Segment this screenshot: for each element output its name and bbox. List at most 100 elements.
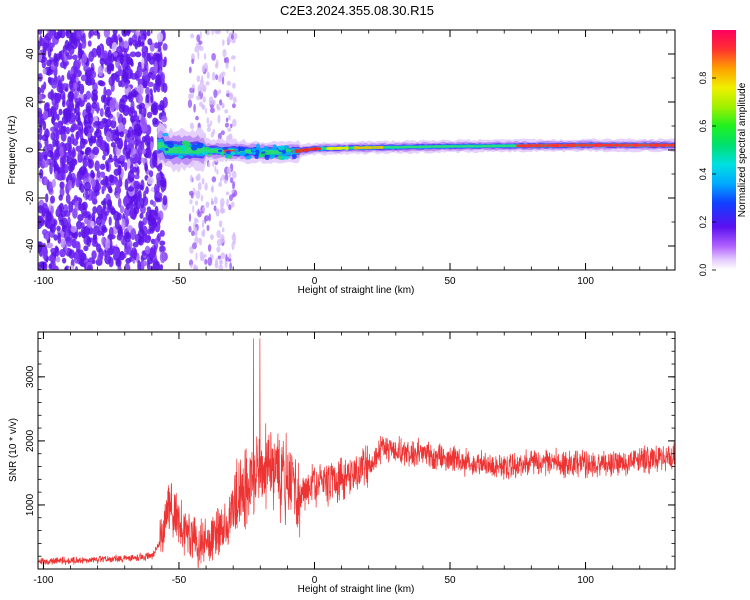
spectrogram-noise-speck bbox=[57, 79, 63, 90]
spectrogram-noise-speck bbox=[42, 252, 48, 260]
spectrogram-noise-speck bbox=[43, 81, 47, 90]
spectrogram-noise-speck bbox=[53, 32, 61, 40]
spectrogram-noise-speck bbox=[137, 35, 142, 47]
spectrogram-noise-speck bbox=[205, 30, 210, 36]
spectrogram-blob bbox=[176, 146, 183, 153]
spectrogram-noise-speck bbox=[54, 246, 60, 257]
spectrogram-noise-speck bbox=[150, 73, 157, 80]
spectrogram-noise-speck bbox=[82, 159, 88, 168]
spectrogram-noise-speck bbox=[227, 127, 232, 132]
spectrogram-peak bbox=[345, 146, 349, 151]
spectrogram-noise-speck bbox=[202, 206, 205, 212]
spectrogram-noise-speck bbox=[56, 225, 61, 232]
spectrogram-noise-speck bbox=[105, 130, 113, 142]
spectrogram-noise-speck bbox=[101, 208, 105, 217]
spectrogram-blob bbox=[278, 145, 286, 151]
spectrogram-noise-speck bbox=[86, 77, 92, 86]
spectrogram-noise-speck bbox=[125, 245, 132, 255]
spectrogram-noise-speck bbox=[94, 160, 100, 172]
spectrogram-noise-speck bbox=[87, 40, 92, 47]
spectrogram-noise-speck bbox=[157, 45, 162, 53]
spectrogram-noise-speck bbox=[59, 187, 65, 197]
spectrogram-noise-speck bbox=[121, 117, 127, 126]
spectrogram-noise-speck bbox=[99, 163, 106, 170]
spectrogram-noise-speck bbox=[46, 59, 52, 67]
spectrogram-noise-speck bbox=[192, 205, 195, 213]
spectrogram-noise-speck bbox=[147, 228, 152, 235]
spectrogram-noise-speck bbox=[139, 102, 145, 109]
spectrogram-noise-speck bbox=[83, 93, 87, 100]
spectrogram-noise-speck bbox=[75, 176, 80, 188]
spectrogram-noise-speck bbox=[136, 69, 143, 78]
spectrogram-noise-speck bbox=[124, 206, 131, 217]
spectrogram-noise-speck bbox=[116, 141, 123, 149]
spectrogram-noise-speck bbox=[116, 45, 124, 55]
spectrogram-noise-speck bbox=[155, 74, 162, 87]
spectrogram-noise-speck bbox=[55, 129, 60, 141]
spectrogram-noise-speck bbox=[69, 151, 75, 160]
spectrogram-noise-speck bbox=[215, 30, 220, 35]
spectrogram-y-tick-label: 20 bbox=[25, 96, 36, 108]
spectrogram-noise-speck bbox=[91, 229, 99, 236]
spectrogram-noise-speck bbox=[132, 241, 139, 248]
spectrogram-noise-speck bbox=[140, 197, 145, 209]
spectrogram-noise-speck bbox=[145, 93, 150, 106]
spectrogram-noise-speck bbox=[88, 153, 95, 160]
colorbar-tick-label: 0.6 bbox=[698, 120, 708, 133]
spectrogram-noise-speck bbox=[156, 32, 164, 43]
spectrogram-noise-speck bbox=[225, 117, 229, 123]
spectrogram-noise-speck bbox=[47, 181, 54, 193]
spectrogram-noise-speck bbox=[159, 264, 164, 270]
spectrogram-noise-speck bbox=[216, 238, 222, 247]
spectrogram-noise-speck bbox=[91, 47, 98, 58]
spectrogram-noise-speck bbox=[79, 258, 85, 267]
spectrogram-noise-speck bbox=[112, 116, 116, 122]
spectrogram-noise-speck bbox=[149, 170, 154, 178]
spectrogram-noise-speck bbox=[211, 71, 216, 81]
spectrogram-noise-speck bbox=[103, 30, 111, 38]
spectrogram-blob bbox=[225, 150, 231, 155]
spectrogram-noise-speck bbox=[195, 190, 201, 199]
spectrogram-noise-speck bbox=[72, 208, 78, 219]
spectrogram-noise-speck bbox=[96, 170, 101, 179]
spectrogram-panel: -100 -50 0 50 100 -40 -20 0 20 40 Height of strai… bbox=[7, 29, 676, 296]
spectrogram-noise-speck bbox=[189, 199, 193, 205]
spectrogram-noise-speck bbox=[73, 66, 78, 76]
spectrogram-noise-speck bbox=[209, 120, 213, 126]
spectrogram-noise-speck bbox=[119, 205, 125, 214]
spectrogram-noise-speck bbox=[42, 145, 49, 156]
spectrogram-noise-speck bbox=[205, 201, 210, 208]
spectrogram-noise-speck bbox=[125, 257, 131, 264]
spectrogram-noise-speck bbox=[136, 93, 144, 104]
spectrogram-noise-speck bbox=[124, 161, 128, 172]
spectrogram-noise-speck bbox=[188, 225, 192, 233]
spectrogram-noise-speck bbox=[220, 252, 226, 260]
spectrogram-ylabel: Frequency (Hz) bbox=[7, 116, 18, 185]
spectrogram-noise-speck bbox=[141, 51, 146, 59]
spectrogram-noise-speck bbox=[84, 181, 91, 192]
spectrogram-noise-speck bbox=[149, 135, 154, 143]
spectrogram-noise-speck bbox=[76, 220, 83, 230]
spectrogram-noise-speck bbox=[150, 93, 154, 104]
spectrogram-noise-speck bbox=[75, 145, 83, 152]
spectrogram-noise-speck bbox=[114, 158, 120, 168]
spectrogram-noise-speck bbox=[38, 133, 43, 141]
spectrogram-y-tick-label: 0 bbox=[25, 147, 36, 153]
spectrogram-noise-speck bbox=[127, 91, 134, 103]
spectrogram-noise-speck bbox=[124, 195, 129, 204]
spectrogram-blob bbox=[164, 148, 169, 151]
spectrogram-noise-speck bbox=[38, 215, 44, 226]
spectrogram-noise-speck bbox=[102, 154, 106, 161]
spectrogram-noise-speck bbox=[145, 186, 149, 195]
spectrogram-noise-speck bbox=[82, 211, 89, 219]
spectrogram-noise-speck bbox=[230, 33, 234, 40]
spectrogram-noise-speck bbox=[56, 140, 60, 147]
spectrogram-noise-speck bbox=[214, 165, 217, 173]
spectrogram-blob bbox=[207, 153, 212, 157]
spectrogram-blob bbox=[220, 150, 225, 157]
spectrogram-noise-speck bbox=[56, 173, 63, 181]
spectrogram-noise-speck bbox=[77, 214, 84, 222]
spectrogram-noise-speck bbox=[110, 207, 116, 216]
spectrogram-noise-speck bbox=[105, 89, 112, 97]
spectrogram-noise-speck bbox=[109, 99, 116, 111]
